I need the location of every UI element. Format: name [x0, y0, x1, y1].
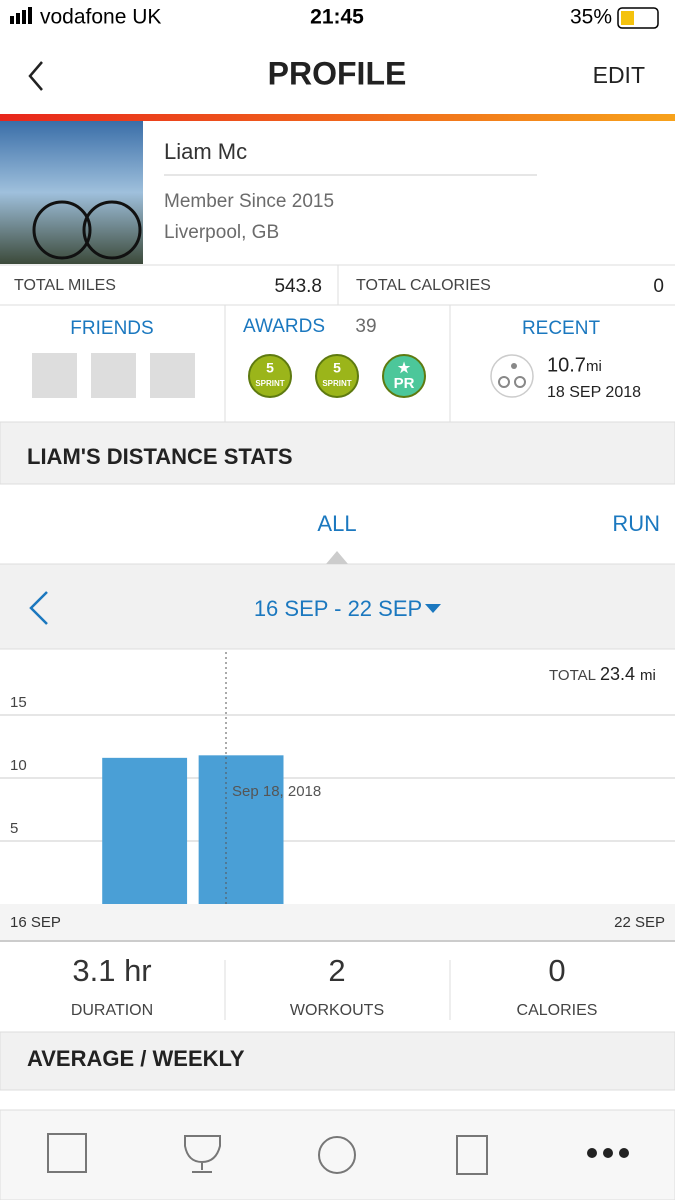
summary-value: 2: [328, 953, 345, 988]
badge-top: 5: [333, 360, 341, 376]
x-axis-band: [0, 904, 675, 941]
summary-value: 3.1 hr: [72, 953, 151, 988]
award-badge: [315, 354, 359, 398]
more-button[interactable]: [587, 1148, 629, 1158]
tab-icon[interactable]: [318, 1136, 356, 1174]
x-tick-label: 16 SEP: [10, 914, 61, 931]
time: 21:45: [310, 6, 364, 29]
edit-button[interactable]: EDIT: [593, 62, 645, 88]
profile-name: Liam Mc: [164, 139, 247, 164]
carrier: vodafone UK: [40, 6, 161, 29]
badge-bottom: PR: [394, 375, 415, 392]
summary-label: DURATION: [71, 1002, 153, 1019]
back-button[interactable]: [28, 61, 43, 91]
battery: 35%: [570, 6, 612, 29]
y-tick-label: 5: [10, 820, 18, 837]
member-since: Member Since 2015: [164, 191, 334, 212]
summary-value: 0: [548, 953, 565, 988]
status-bar: vodafone UK 21:45 35%: [10, 6, 659, 29]
badge-bottom: SPRINT: [322, 379, 351, 388]
total-calories: 0: [653, 276, 664, 297]
recent-date: 18 SEP 2018: [547, 384, 641, 401]
y-tick-label: 10: [10, 757, 27, 774]
badge-top: 5: [266, 360, 274, 376]
tab-icon[interactable]: [184, 1135, 221, 1173]
bar: [198, 755, 284, 904]
tab-icon[interactable]: [456, 1135, 488, 1175]
recent-unit: mi: [586, 358, 602, 375]
recent-distance: 10.7: [547, 354, 586, 376]
summary-label: WORKOUTS: [290, 1002, 384, 1019]
tab-icon[interactable]: [47, 1133, 87, 1173]
total-calories-label: TOTAL CALORIES: [356, 277, 491, 294]
header-title: PROFILE: [268, 55, 407, 91]
award-badge: [248, 354, 292, 398]
friends-label[interactable]: FRIENDS: [70, 318, 153, 339]
total-miles-label: TOTAL MILES: [14, 277, 116, 294]
tab[interactable]: RUN: [612, 511, 660, 536]
location: Liverpool, GB: [164, 222, 279, 243]
recent-label[interactable]: RECENT: [522, 318, 601, 339]
previous-week[interactable]: [29, 591, 48, 625]
tooltip: Sep 18, 2018: [232, 783, 321, 800]
badge-bottom: SPRINT: [255, 379, 284, 388]
total-value: 23.4: [600, 664, 635, 684]
profile-photo: [0, 121, 143, 264]
awards-label[interactable]: AWARDS: [243, 316, 325, 337]
y-tick-label: 15: [10, 694, 27, 711]
total-label: TOTAL: [549, 667, 596, 684]
bar: [102, 757, 188, 904]
badge-top: ★: [398, 360, 411, 376]
x-tick-label: 22 SEP: [614, 914, 665, 931]
week-range[interactable]: 16 SEP - 22 SEP: [254, 596, 422, 621]
total-unit: mi: [640, 667, 656, 684]
awards-count: 39: [355, 316, 376, 337]
section-title: AVERAGE / WEEKLY: [27, 1046, 245, 1071]
summary-label: CALORIES: [517, 1002, 598, 1019]
section-title: LIAM'S DISTANCE STATS: [27, 444, 293, 469]
tab[interactable]: ALL: [317, 511, 356, 536]
total-miles: 543.8: [274, 276, 322, 297]
award-badge: [382, 354, 426, 398]
